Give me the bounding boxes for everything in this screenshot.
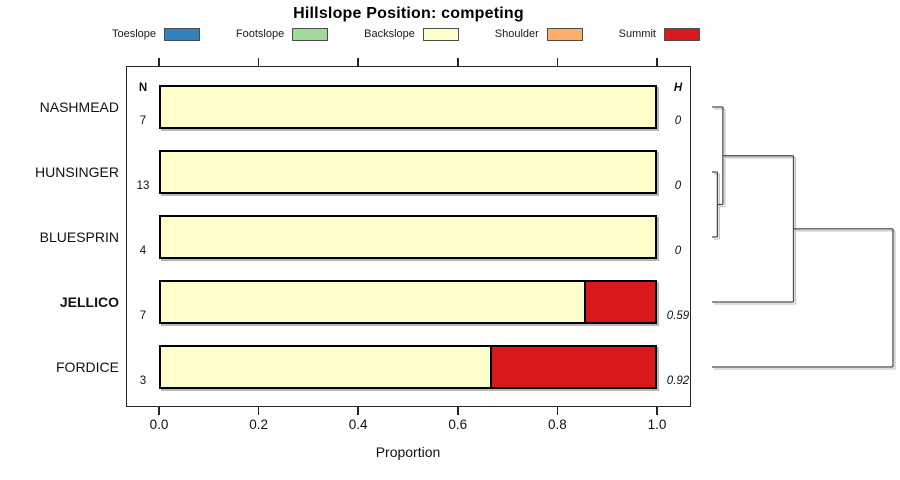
h-value: 0.59 xyxy=(666,310,690,322)
h-value: 0 xyxy=(674,180,682,192)
bar-segment-summit xyxy=(584,282,655,322)
n-value: 13 xyxy=(136,180,150,192)
legend-item-label: Backslope xyxy=(364,28,415,40)
legend-swatch-backslope xyxy=(422,27,459,41)
bar-segment-backslope xyxy=(161,282,585,322)
h-value: 0.92 xyxy=(666,375,690,387)
h-value: 0 xyxy=(674,245,682,257)
dendrogram-shadow xyxy=(714,108,896,370)
legend-item-label: Summit xyxy=(618,28,656,40)
legend-item: Backslope xyxy=(364,27,459,41)
stacked-bar xyxy=(159,280,657,324)
x-tick-bottom xyxy=(457,407,459,415)
stacked-bar xyxy=(159,345,657,389)
x-tick-top xyxy=(457,58,459,66)
x-tick-top xyxy=(556,58,559,66)
bar-segment-backslope xyxy=(161,217,655,257)
legend-item: Toeslope xyxy=(112,27,201,41)
n-value: 7 xyxy=(139,115,147,127)
x-axis-title: Proportion xyxy=(375,444,441,460)
x-tick-bottom xyxy=(357,407,359,415)
row-label: NASHMEAD xyxy=(39,99,119,115)
x-tick-top xyxy=(656,58,658,66)
x-tick-top xyxy=(158,58,160,66)
row-label: FORDICE xyxy=(56,359,119,375)
bar-segment-backslope xyxy=(161,152,655,192)
legend-item: Footslope xyxy=(235,27,329,41)
legend-item-label: Shoulder xyxy=(494,28,539,40)
legend-swatch-summit xyxy=(663,27,700,41)
h-column-header: H xyxy=(673,82,683,94)
n-value: 7 xyxy=(139,310,147,322)
row-label: BLUESPRIN xyxy=(39,229,119,245)
row-label: HUNSINGER xyxy=(34,164,119,180)
x-tick-bottom xyxy=(656,407,658,415)
x-tick-label: 0.2 xyxy=(249,417,268,432)
n-value: 3 xyxy=(139,375,147,387)
h-value: 0 xyxy=(674,115,682,127)
legend-item-label: Toeslope xyxy=(112,28,157,40)
legend-swatch-footslope xyxy=(292,27,329,41)
stacked-bar xyxy=(159,215,657,259)
legend-item-label: Footslope xyxy=(235,28,285,40)
x-tick-bottom xyxy=(158,407,160,415)
stacked-bar xyxy=(159,85,657,129)
x-tick-label: 0.0 xyxy=(149,417,169,432)
bar-segment-summit xyxy=(490,347,655,387)
x-tick-top xyxy=(257,58,260,66)
x-tick-bottom xyxy=(556,407,559,415)
legend-swatch-toeslope xyxy=(164,27,201,41)
legend-item: Summit xyxy=(618,27,700,41)
legend: Toeslope Footslope Backslope Shoulder Summit xyxy=(112,26,700,42)
row-label: JELLICO xyxy=(59,294,119,310)
dendrogram-lines xyxy=(712,106,894,368)
x-tick-bottom xyxy=(257,407,260,415)
plot-box xyxy=(126,66,691,407)
legend-item: Shoulder xyxy=(494,27,583,41)
x-tick-label: 0.6 xyxy=(448,417,468,432)
bar-segment-backslope xyxy=(161,87,655,127)
n-column-header: N xyxy=(138,82,148,94)
x-tick-label: 1.0 xyxy=(647,417,667,432)
n-value: 4 xyxy=(139,245,147,257)
x-tick-label: 0.8 xyxy=(548,417,567,432)
bar-segment-backslope xyxy=(161,347,491,387)
chart-title: Hillslope Position: competing xyxy=(293,5,524,22)
stacked-bar xyxy=(159,150,657,194)
x-tick-top xyxy=(357,58,359,66)
legend-swatch-shoulder xyxy=(546,27,583,41)
x-tick-label: 0.4 xyxy=(348,417,368,432)
